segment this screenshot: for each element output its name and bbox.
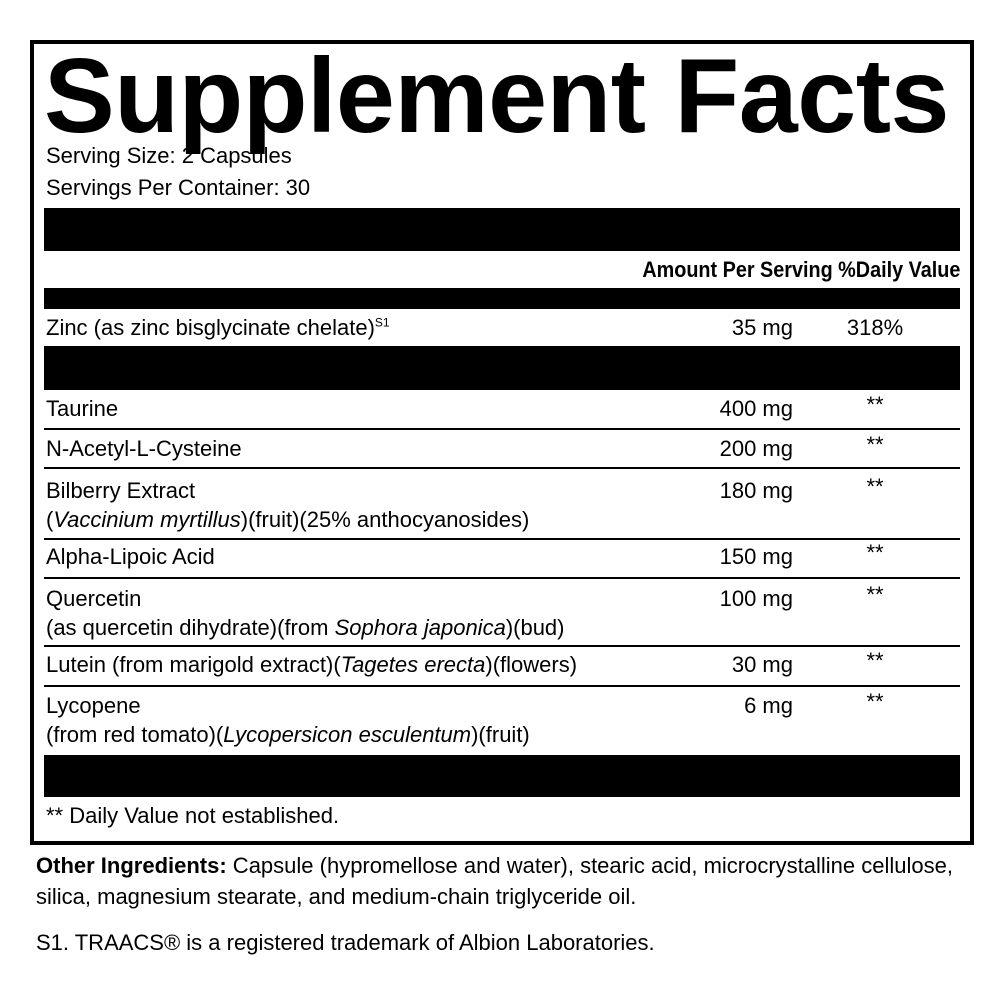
zinc-dv: 318% bbox=[846, 315, 904, 340]
ingredient-amount: 180 mg bbox=[719, 478, 793, 503]
row-divider bbox=[44, 467, 960, 469]
dv-header: %Daily Value bbox=[837, 257, 960, 282]
ingredient-dv: ** bbox=[866, 432, 884, 457]
amount-header: Amount Per Serving bbox=[641, 257, 833, 282]
ingredient-amount: 200 mg bbox=[719, 436, 793, 461]
row-divider bbox=[44, 685, 960, 687]
row-divider bbox=[44, 645, 960, 647]
ingredient-label: Quercetin bbox=[46, 586, 142, 611]
divider-bar bbox=[44, 755, 960, 797]
ingredient-dv: ** bbox=[866, 689, 884, 714]
divider-bar bbox=[44, 208, 960, 251]
ingredient-label: Taurine bbox=[46, 396, 119, 421]
ingredient-name: Alpha-Lipoic Acid bbox=[46, 544, 215, 570]
ingredient-dv: ** bbox=[866, 648, 884, 673]
row-divider bbox=[44, 577, 960, 579]
detail-text: ( bbox=[46, 507, 54, 532]
divider-bar bbox=[44, 346, 960, 390]
other-ingredients: Other Ingredients: Capsule (hypromellose… bbox=[36, 850, 976, 912]
detail-text: )(fruit) bbox=[471, 722, 530, 747]
ingredient-dv: ** bbox=[866, 474, 884, 499]
detail-text: )(bud) bbox=[505, 615, 565, 640]
zinc-name: Zinc (as zinc bisglycinate chelate)S1 bbox=[46, 315, 390, 341]
ingredient-name: Lycopene bbox=[46, 693, 141, 719]
ingredient-amount: 30 mg bbox=[731, 652, 793, 677]
zinc-label: Zinc (as zinc bisglycinate chelate) bbox=[46, 315, 375, 340]
ingredient-name: Lutein (from marigold extract)(Tagetes e… bbox=[46, 652, 577, 678]
ingredient-amount: 150 mg bbox=[719, 544, 793, 569]
ingredient-label: Lycopene bbox=[46, 693, 141, 718]
botanical-name: Sophora japonica bbox=[334, 615, 506, 640]
ingredient-dv: ** bbox=[866, 392, 884, 417]
other-ingredients-label: Other Ingredients: bbox=[36, 853, 227, 878]
detail-text: (from red tomato)( bbox=[46, 722, 224, 747]
ingredient-detail: )(flowers) bbox=[485, 652, 578, 677]
other-ingredients-text: Capsule (hypromellose and water), steari… bbox=[36, 853, 953, 909]
ingredient-dv: ** bbox=[866, 582, 884, 607]
ingredient-amount: 100 mg bbox=[719, 586, 793, 611]
ingredient-label: Bilberry Extract bbox=[46, 478, 196, 503]
zinc-amount: 35 mg bbox=[731, 315, 793, 340]
detail-text: (as quercetin dihydrate)(from bbox=[46, 615, 335, 640]
column-header: Amount Per Serving %Daily Value bbox=[642, 257, 960, 283]
ingredient-amount: 400 mg bbox=[719, 396, 793, 421]
ingredient-name: Quercetin bbox=[46, 586, 141, 612]
ingredient-detail: (from red tomato)(Lycopersicon esculentu… bbox=[46, 722, 530, 748]
ingredient-name: Taurine bbox=[46, 396, 118, 422]
ingredient-amount: 6 mg bbox=[744, 693, 793, 718]
ingredient-dv: ** bbox=[866, 540, 884, 565]
servings-per-container: Servings Per Container: 30 bbox=[46, 175, 311, 200]
botanical-name: Vaccinium myrtillus bbox=[53, 507, 241, 532]
botanical-name: Tagetes erecta bbox=[340, 652, 486, 677]
superscript: S1 bbox=[374, 315, 390, 330]
row-divider bbox=[44, 538, 960, 540]
botanical-name: Lycopersicon esculentum bbox=[223, 722, 472, 747]
detail-text: )(fruit)(25% anthocyanosides) bbox=[240, 507, 530, 532]
ingredient-label: Lutein (from marigold extract)( bbox=[46, 652, 341, 677]
ingredient-detail: (Vaccinium myrtillus)(fruit)(25% anthocy… bbox=[46, 507, 529, 533]
ingredient-label: Alpha-Lipoic Acid bbox=[46, 544, 215, 569]
serving-size: Serving Size: 2 Capsules bbox=[46, 143, 292, 168]
panel-title: Supplement Facts bbox=[44, 37, 949, 155]
divider-bar bbox=[44, 288, 960, 309]
row-divider bbox=[44, 428, 960, 430]
ingredient-name: N-Acetyl-L-Cysteine bbox=[46, 436, 242, 462]
trademark-note: S1. TRAACS® is a registered trademark of… bbox=[36, 930, 655, 955]
ingredient-label: N-Acetyl-L-Cysteine bbox=[46, 436, 242, 461]
ingredient-name: Bilberry Extract bbox=[46, 478, 195, 504]
ingredient-detail: (as quercetin dihydrate)(from Sophora ja… bbox=[46, 615, 565, 641]
supplement-facts-panel bbox=[30, 40, 974, 845]
footnote: ** Daily Value not established. bbox=[46, 803, 340, 828]
